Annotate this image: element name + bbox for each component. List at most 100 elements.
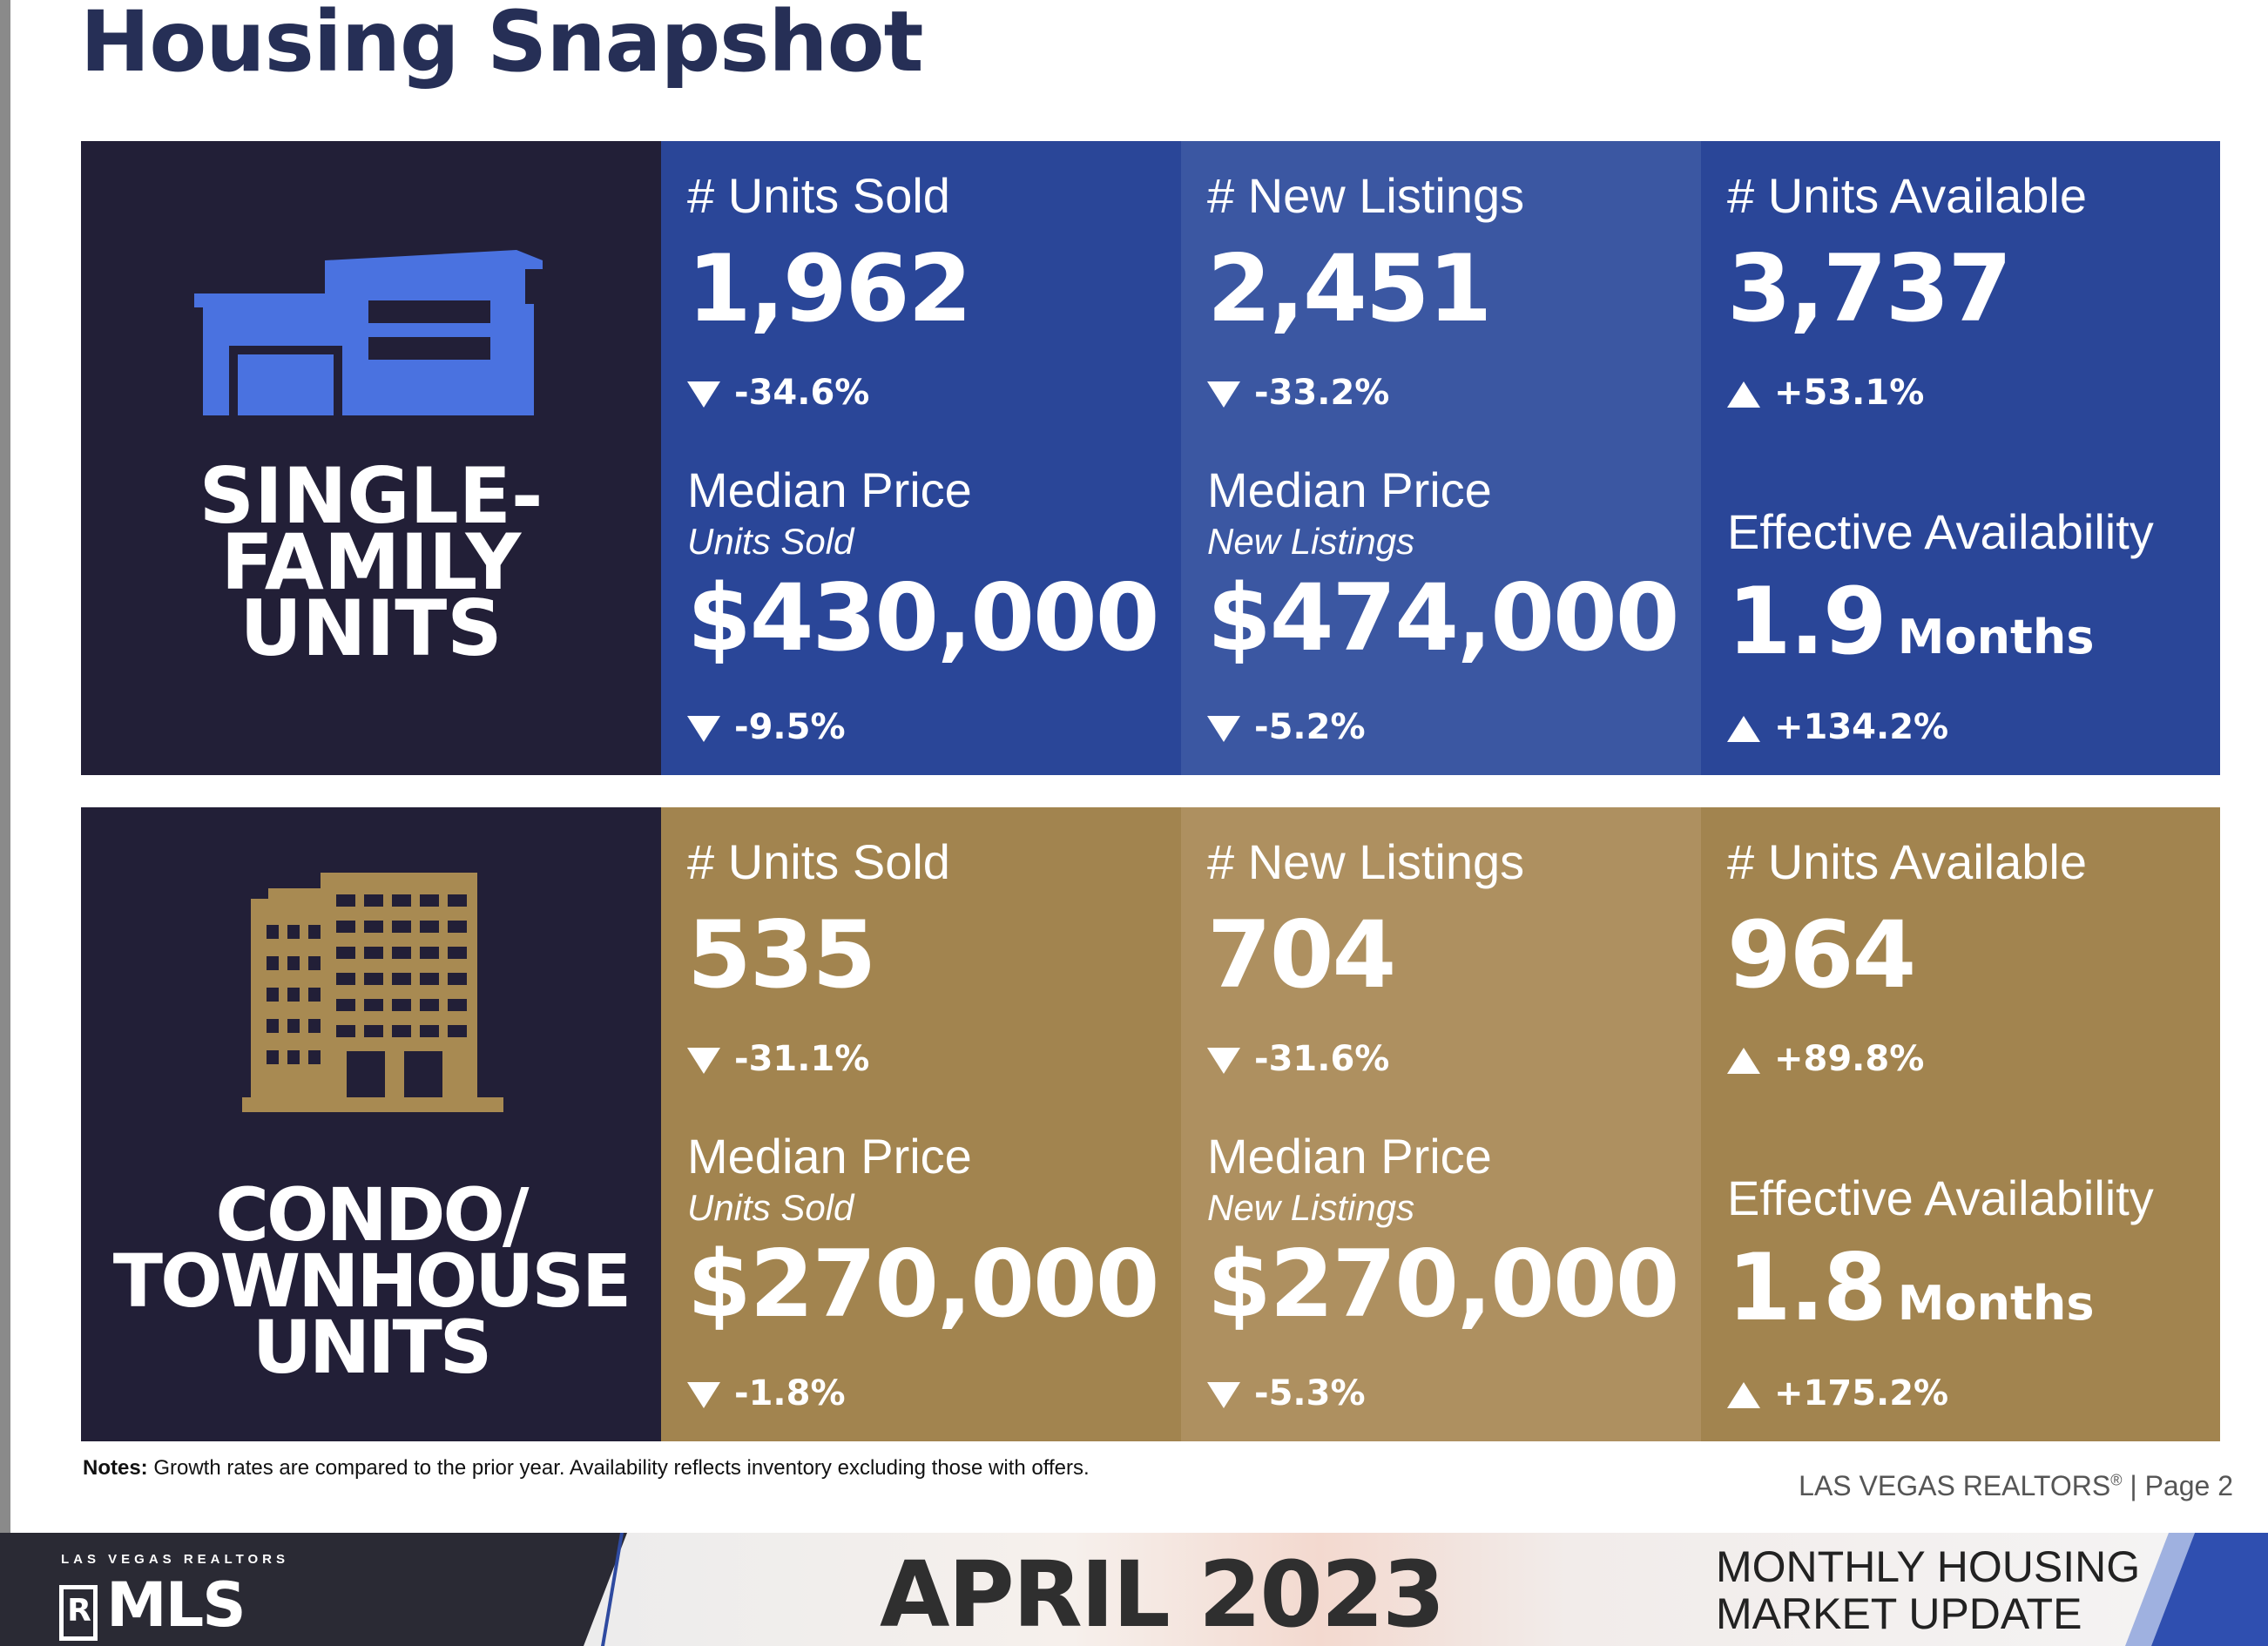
availability-change: +134.2% bbox=[1727, 707, 1948, 747]
availability-title: Effective Availability bbox=[1727, 504, 2154, 559]
new-listings-value: 2,451 bbox=[1207, 235, 1492, 342]
units-sold-change: -31.1% bbox=[687, 1039, 869, 1079]
notes-label: Notes: bbox=[83, 1456, 148, 1480]
notes: Notes: Growth rates are compared to the … bbox=[83, 1456, 1090, 1481]
units-available-title: # Units Available bbox=[1727, 834, 2087, 889]
availability-unit: Months bbox=[1897, 1276, 2095, 1331]
building-icon bbox=[242, 873, 503, 1112]
median-price-subtitle: Units Sold bbox=[687, 1187, 854, 1228]
median-price-change: -9.5% bbox=[687, 707, 846, 747]
house-icon bbox=[194, 241, 543, 415]
mls-logo-text: MLS bbox=[106, 1569, 246, 1641]
down-arrow-icon bbox=[687, 381, 720, 408]
change-text: -5.2% bbox=[1254, 707, 1366, 747]
notes-text: Growth rates are compared to the prior y… bbox=[147, 1456, 1090, 1480]
section-label-line: TOWNHOUSE bbox=[112, 1238, 631, 1324]
up-arrow-icon bbox=[1727, 1048, 1760, 1074]
down-arrow-icon bbox=[1207, 1382, 1240, 1408]
banner-update-title: MONTHLY HOUSING MARKET UPDATE bbox=[1716, 1543, 2140, 1637]
up-arrow-icon bbox=[1727, 716, 1760, 742]
change-text: -5.3% bbox=[1254, 1373, 1366, 1413]
units-sold-column: # Units Sold 535 -31.1% Median Price Uni… bbox=[661, 807, 1181, 1441]
median-price-value: $474,000 bbox=[1207, 564, 1680, 671]
median-price-value: $270,000 bbox=[687, 1231, 1160, 1338]
section-label-line: UNITS bbox=[252, 1305, 493, 1390]
median-price-change: -5.3% bbox=[1207, 1373, 1366, 1413]
section-label-panel: SINGLE- FAMILY UNITS bbox=[81, 141, 661, 775]
section-label: SINGLE- FAMILY UNITS bbox=[81, 451, 661, 673]
availability-title: Effective Availability bbox=[1727, 1170, 2154, 1225]
up-arrow-icon bbox=[1727, 381, 1760, 408]
change-text: -1.8% bbox=[734, 1373, 846, 1413]
median-price-change: -1.8% bbox=[687, 1373, 846, 1413]
section-label-line: CONDO/ bbox=[215, 1172, 529, 1258]
change-text: -34.6% bbox=[734, 373, 870, 413]
page-footer: LAS VEGAS REALTORS® | Page 2 bbox=[1799, 1470, 2233, 1502]
new-listings-title: # New Listings bbox=[1207, 168, 1525, 223]
availability-number: 1.9 bbox=[1727, 568, 1887, 675]
median-price-subtitle: New Listings bbox=[1207, 521, 1415, 562]
up-arrow-icon bbox=[1727, 1382, 1760, 1408]
banner-background bbox=[575, 1533, 2230, 1646]
mls-logo-caption: LAS VEGAS REALTORS bbox=[61, 1552, 289, 1567]
new-listings-change: -33.2% bbox=[1207, 373, 1389, 413]
change-text: +134.2% bbox=[1774, 707, 1949, 747]
availability-unit: Months bbox=[1897, 610, 2095, 664]
availability-number: 1.8 bbox=[1727, 1234, 1887, 1341]
banner-update-line: MARKET UPDATE bbox=[1716, 1589, 2082, 1638]
units-sold-column: # Units Sold 1,962 -34.6% Median Price U… bbox=[661, 141, 1181, 775]
units-available-value: 964 bbox=[1727, 901, 1916, 1009]
units-sold-title: # Units Sold bbox=[687, 834, 950, 889]
median-price-subtitle: New Listings bbox=[1207, 1187, 1415, 1228]
median-price-title: Median Price bbox=[687, 1129, 972, 1184]
section-label-line: SINGLE- bbox=[199, 451, 543, 541]
new-listings-value: 704 bbox=[1207, 901, 1396, 1009]
page-edge-bar bbox=[0, 0, 10, 1646]
units-sold-title: # Units Sold bbox=[687, 168, 950, 223]
banner-update-line: MONTHLY HOUSING bbox=[1716, 1542, 2141, 1591]
availability-value: 1.8 Months bbox=[1727, 1234, 2094, 1341]
section-label-line: FAMILY bbox=[220, 517, 522, 607]
units-sold-value: 535 bbox=[687, 901, 876, 1009]
down-arrow-icon bbox=[687, 716, 720, 742]
down-arrow-icon bbox=[1207, 716, 1240, 742]
page-title: Housing Snapshot bbox=[80, 0, 923, 91]
down-arrow-icon bbox=[1207, 381, 1240, 408]
new-listings-change: -31.6% bbox=[1207, 1039, 1389, 1079]
median-price-value: $430,000 bbox=[687, 564, 1160, 671]
units-sold-value: 1,962 bbox=[687, 235, 972, 342]
footer-page-number: | Page 2 bbox=[2122, 1470, 2233, 1501]
availability-value: 1.9 Months bbox=[1727, 568, 2094, 675]
units-available-value: 3,737 bbox=[1727, 235, 2012, 342]
units-available-column: # Units Available 964 +89.8% Effective A… bbox=[1701, 807, 2220, 1441]
down-arrow-icon bbox=[687, 1048, 720, 1074]
change-text: -9.5% bbox=[734, 707, 846, 747]
median-price-subtitle: Units Sold bbox=[687, 521, 854, 562]
change-text: +89.8% bbox=[1774, 1039, 1925, 1079]
new-listings-title: # New Listings bbox=[1207, 834, 1525, 889]
median-price-title: Median Price bbox=[1207, 462, 1492, 517]
availability-change: +175.2% bbox=[1727, 1373, 1948, 1413]
section-label: CONDO/ TOWNHOUSE UNITS bbox=[81, 1172, 661, 1390]
units-available-change: +89.8% bbox=[1727, 1039, 1924, 1079]
banner-date: APRIL 2023 bbox=[880, 1541, 1445, 1646]
units-available-change: +53.1% bbox=[1727, 373, 1924, 413]
new-listings-column: # New Listings 704 -31.6% Median Price N… bbox=[1181, 807, 1701, 1441]
new-listings-column: # New Listings 2,451 -33.2% Median Price… bbox=[1181, 141, 1701, 775]
condo-townhouse-section: CONDO/ TOWNHOUSE UNITS # Units Sold 535 … bbox=[81, 807, 2220, 1441]
realtor-r-icon: R bbox=[59, 1585, 98, 1641]
section-label-panel: CONDO/ TOWNHOUSE UNITS bbox=[81, 807, 661, 1441]
median-price-value: $270,000 bbox=[1207, 1231, 1680, 1338]
median-price-title: Median Price bbox=[687, 462, 972, 517]
banner-logo-panel bbox=[0, 1533, 627, 1646]
median-price-title: Median Price bbox=[1207, 1129, 1492, 1184]
mls-logo: R MLS bbox=[59, 1569, 246, 1641]
change-text: +175.2% bbox=[1774, 1373, 1949, 1413]
down-arrow-icon bbox=[687, 1382, 720, 1408]
footer-reg-mark: ® bbox=[2110, 1471, 2123, 1489]
units-available-title: # Units Available bbox=[1727, 168, 2087, 223]
change-text: +53.1% bbox=[1774, 373, 1925, 413]
bottom-banner: LAS VEGAS REALTORS R MLS APRIL 2023 MONTH… bbox=[0, 1533, 2268, 1646]
section-label-line: UNITS bbox=[240, 584, 503, 673]
median-price-change: -5.2% bbox=[1207, 707, 1366, 747]
